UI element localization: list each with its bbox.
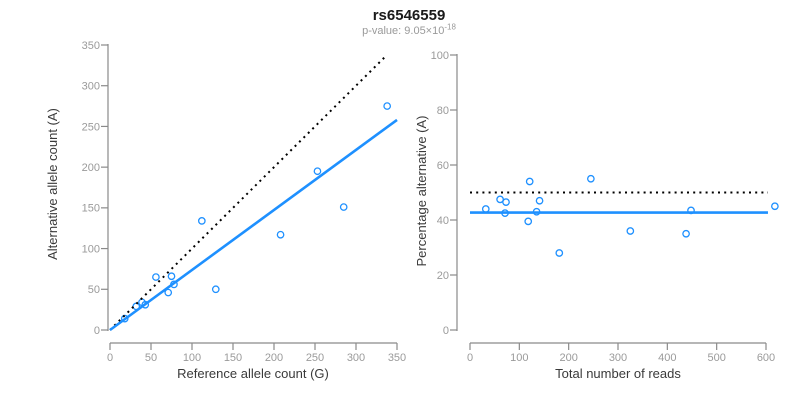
y-tick-label: 250: [82, 121, 100, 133]
data-point: [164, 288, 173, 297]
x-tick-label: 600: [757, 352, 775, 364]
data-point: [682, 229, 690, 238]
x-tick-label: 400: [658, 352, 676, 364]
x-tick-label: 100: [183, 352, 201, 364]
data-point: [152, 273, 160, 281]
x-tick-label: 200: [559, 352, 577, 364]
y-tick-label: 40: [437, 215, 449, 227]
data-point: [313, 167, 322, 176]
data-point: [555, 249, 564, 257]
y-axis-title: Alternative allele count (A): [45, 108, 60, 260]
chart-panel-allele-count-scatter: 0 50 100 150 200 250 300 350 0 50 100 150 200 250 300 3…: [45, 40, 406, 381]
y-tick-label: 0: [94, 325, 100, 337]
x-tick-label: 200: [265, 352, 283, 364]
data-point: [141, 300, 150, 309]
x-tick-label: 250: [306, 352, 324, 364]
data-point: [383, 102, 392, 110]
x-axis-title: Reference allele count (G): [177, 366, 329, 381]
x-tick-label: 350: [388, 352, 406, 364]
data-point: [197, 217, 206, 225]
x-tick-label: 50: [145, 352, 157, 364]
data-point: [339, 203, 348, 211]
y-tick-label: 200: [82, 162, 100, 174]
data-point: [481, 205, 490, 213]
p-value-exponent: -18: [444, 22, 456, 32]
data-point: [535, 196, 544, 205]
y-tick-label: 100: [82, 243, 100, 255]
x-tick-label: 300: [347, 352, 365, 364]
data-point: [211, 285, 220, 294]
y-tick-label: 350: [82, 40, 100, 52]
x-tick-label: 0: [467, 352, 473, 364]
y-tick-label: 60: [437, 160, 449, 172]
y-tick-label: 150: [82, 203, 100, 215]
data-point: [626, 227, 635, 235]
x-tick-label: 300: [609, 352, 627, 364]
chart-panel-percentage-scatter: 0 20 40 60 80 100 0 100 200 300 400 500 600 Total num…: [414, 50, 779, 381]
data-point: [771, 202, 779, 211]
x-tick-label: 150: [224, 352, 242, 364]
x-tick-label: 100: [510, 352, 528, 364]
p-value-text: p-value: 9.05×10: [362, 25, 445, 37]
x-tick-label: 500: [707, 352, 725, 364]
y-tick-label: 50: [88, 284, 100, 296]
y-tick-label: 100: [431, 50, 449, 62]
y-tick-label: 300: [82, 81, 100, 93]
x-tick-label: 0: [107, 352, 113, 364]
x-axis-title: Total number of reads: [555, 366, 681, 381]
data-point: [525, 177, 534, 186]
data-point: [167, 272, 176, 281]
fit-line: [109, 118, 398, 332]
identity-line: [109, 54, 388, 331]
data-point: [120, 314, 129, 323]
data-point: [524, 217, 533, 226]
page-title: rs6546559: [372, 7, 446, 24]
data-point: [496, 195, 504, 204]
y-tick-label: 20: [437, 270, 449, 282]
data-point: [276, 230, 285, 239]
data-point: [502, 198, 510, 206]
y-axis-title: Percentage alternative (A): [414, 115, 429, 266]
y-tick-label: 0: [443, 325, 449, 337]
p-value-subtitle: p-value: 9.05×10-18: [362, 22, 456, 37]
y-tick-label: 80: [437, 105, 449, 117]
data-point: [587, 174, 595, 183]
